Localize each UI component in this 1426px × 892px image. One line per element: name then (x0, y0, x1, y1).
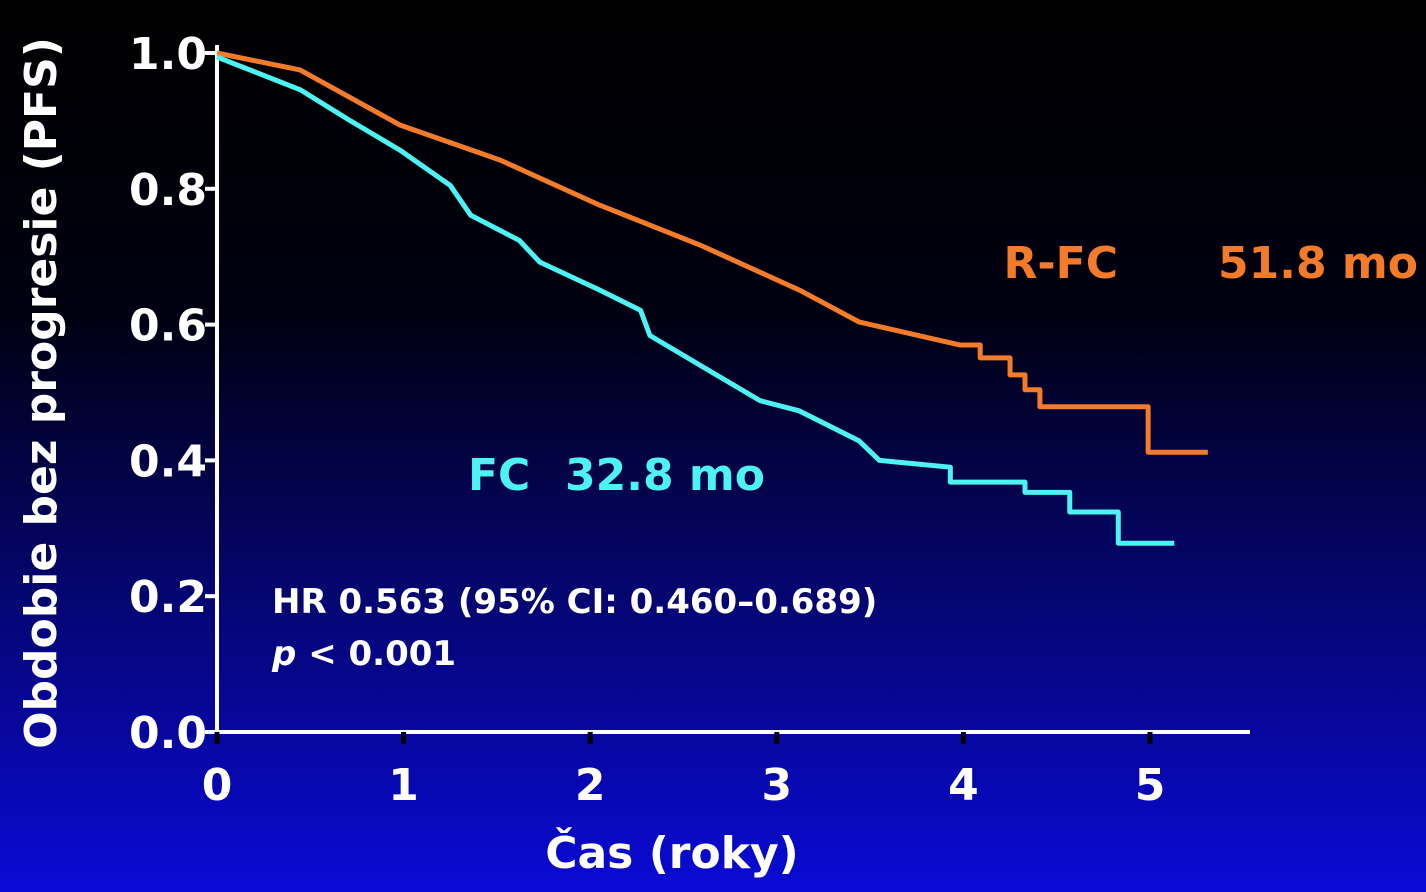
median-label: 32.8 mo (565, 450, 765, 501)
y-axis-label: Obdobie bez progresie (PFS) (16, 37, 67, 749)
x-tick-label: 4 (948, 760, 979, 811)
x-tick-label: 2 (575, 760, 606, 811)
y-tick-label: 0.0 (129, 708, 207, 759)
hr-annotation: HR 0.563 (95% CI: 0.460–0.689) (272, 582, 877, 622)
p-symbol: p (271, 634, 296, 674)
median-label: 51.8 mo (1218, 238, 1418, 289)
plot-area: 0.0 0.2 0.4 0.6 0.8 1.0 0 1 2 3 4 5 (129, 29, 1250, 811)
x-tick-label: 0 (202, 760, 233, 811)
p-annotation: p < 0.001 (271, 634, 456, 674)
x-tick-label: 1 (388, 760, 419, 811)
legend-label: R-FC (1004, 238, 1119, 289)
y-tick-label: 0.6 (129, 301, 207, 352)
legend-label: FC (468, 450, 530, 501)
y-tick-label: 1.0 (129, 29, 207, 80)
p-value: < 0.001 (308, 634, 456, 674)
y-tick-label: 0.2 (129, 572, 207, 623)
x-tick-label: 3 (761, 760, 792, 811)
x-axis-label: Čas (roky) (545, 826, 799, 879)
y-tick-label: 0.4 (129, 436, 207, 487)
x-tick-label: 5 (1135, 760, 1166, 811)
y-tick-label: 0.8 (129, 165, 207, 216)
survival-curve (216, 50, 1208, 455)
survival-curve (216, 54, 1175, 546)
